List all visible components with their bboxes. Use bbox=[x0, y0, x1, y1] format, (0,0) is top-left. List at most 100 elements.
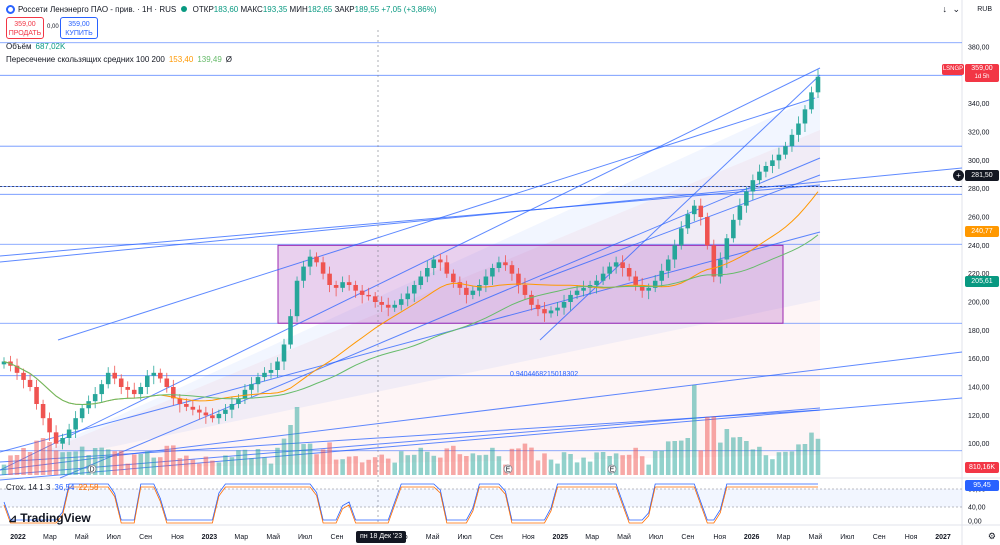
candle-body bbox=[320, 262, 326, 274]
trend-line-10 bbox=[0, 231, 821, 453]
settings-gear-icon[interactable]: ⚙ bbox=[987, 531, 996, 541]
volume-bar bbox=[724, 429, 730, 475]
time-tick-label: Май bbox=[809, 533, 823, 541]
volume-bar bbox=[672, 441, 678, 475]
candle-body bbox=[112, 372, 117, 379]
volume-bar bbox=[757, 446, 762, 475]
volume-bar bbox=[496, 456, 502, 475]
stoch-band bbox=[0, 489, 962, 507]
candle-body bbox=[659, 270, 664, 281]
trend-line-0 bbox=[0, 167, 963, 263]
stoch-tag: 95,45 bbox=[965, 480, 999, 491]
symbol-title[interactable]: Россети Ленэнерго ПАО - прив. · 1Н · RUS bbox=[18, 5, 177, 14]
tradingview-logo[interactable]: ⊿ TradingView bbox=[8, 511, 91, 525]
volume-bar bbox=[177, 458, 183, 475]
candle-body bbox=[548, 310, 554, 314]
candle-body bbox=[73, 418, 78, 430]
volume-bar bbox=[327, 442, 332, 475]
volume-bar bbox=[203, 456, 209, 475]
volume-bar bbox=[796, 444, 801, 475]
volume-bar bbox=[27, 452, 33, 475]
candle-body bbox=[594, 280, 599, 285]
candle-body bbox=[809, 92, 814, 110]
time-tick-label: 2023 bbox=[202, 534, 218, 541]
event-marker-icon bbox=[503, 464, 513, 474]
ma-cross-legend[interactable]: Пересечение скользящих средних 100 200 15… bbox=[6, 55, 233, 64]
volume-bar bbox=[223, 455, 228, 475]
volume-bar bbox=[118, 450, 124, 475]
dropdown-chevron-icon[interactable]: ⌄ bbox=[952, 4, 960, 14]
trend-line-1 bbox=[0, 184, 821, 257]
candle-body bbox=[118, 378, 124, 387]
candle-body bbox=[125, 387, 131, 390]
volume-bar bbox=[568, 454, 573, 475]
trend-line-8 bbox=[539, 174, 821, 281]
volume-bar bbox=[561, 452, 567, 475]
volume-bar bbox=[522, 443, 528, 475]
candle-body bbox=[665, 259, 671, 271]
candle-body bbox=[744, 191, 749, 206]
volume-bar bbox=[112, 451, 117, 475]
volume-bar bbox=[99, 447, 104, 475]
volume-bar bbox=[737, 437, 743, 475]
add-level-icon[interactable]: + bbox=[953, 170, 964, 181]
volume-bar bbox=[587, 461, 593, 475]
fib-annotation[interactable]: 0.9404468215018302 bbox=[510, 371, 579, 378]
candle-body bbox=[288, 316, 293, 345]
volume-legend[interactable]: Объём 687,02K bbox=[6, 42, 66, 51]
trend-line-5 bbox=[0, 351, 963, 471]
candle-body bbox=[483, 276, 489, 285]
candle-body bbox=[34, 387, 39, 404]
buy-button[interactable]: 359,00 КУПИТЬ bbox=[60, 17, 98, 39]
price-tick-label: 140,00 bbox=[968, 385, 990, 392]
symbol-header[interactable]: Россети Ленэнерго ПАО - прив. · 1Н · RUS… bbox=[18, 5, 437, 14]
volume-bar bbox=[307, 443, 313, 475]
download-icon[interactable]: ↓ bbox=[942, 4, 948, 14]
candle-body bbox=[711, 245, 717, 277]
time-tick-label: Ноя bbox=[522, 534, 535, 541]
candle-body bbox=[763, 166, 769, 172]
volume-bar bbox=[281, 438, 287, 475]
candle-body bbox=[522, 285, 528, 295]
currency-label[interactable]: RUB bbox=[977, 6, 992, 13]
candle-body bbox=[411, 285, 417, 294]
candle-body bbox=[796, 123, 801, 135]
sell-button[interactable]: 359,00 ПРОДАТЬ bbox=[6, 17, 44, 39]
volume-bar bbox=[229, 457, 235, 475]
stoch-legend[interactable]: Стох. 14 1 3 36,54 22,58 bbox=[6, 483, 99, 492]
volume-bar bbox=[86, 455, 91, 475]
candle-body bbox=[652, 280, 658, 288]
volume-bar bbox=[783, 451, 788, 475]
volume-bar bbox=[405, 455, 411, 475]
volume-bar bbox=[711, 416, 717, 475]
volume-bar bbox=[268, 463, 274, 475]
candle-body bbox=[691, 205, 697, 215]
level-tag-240: 240,77 bbox=[965, 226, 999, 237]
candle-body bbox=[646, 287, 651, 291]
candle-body bbox=[418, 276, 424, 285]
candle-body bbox=[268, 370, 274, 373]
volume-bar bbox=[594, 452, 599, 475]
candle-body bbox=[620, 262, 625, 268]
time-tick-label: Июл bbox=[649, 534, 663, 541]
volume-bar bbox=[66, 451, 72, 475]
volume-bar bbox=[535, 460, 541, 475]
spread-value: 0,00 bbox=[47, 24, 59, 30]
volume-bar bbox=[262, 457, 267, 475]
candle-body bbox=[27, 379, 33, 387]
volume-bar bbox=[665, 441, 671, 475]
candle-body bbox=[60, 438, 65, 444]
candle-body bbox=[275, 361, 280, 370]
candle-body bbox=[581, 287, 586, 291]
candle-body bbox=[724, 238, 730, 260]
candle-body bbox=[144, 375, 150, 387]
volume-bar bbox=[353, 456, 358, 475]
event-marker-label: E bbox=[610, 467, 615, 474]
candle-body bbox=[568, 294, 573, 302]
candle-body bbox=[40, 404, 46, 419]
candle-body bbox=[789, 134, 795, 147]
time-tick-label: Май bbox=[266, 533, 280, 541]
volume-bar bbox=[92, 448, 98, 475]
time-tick-label: 2022 bbox=[10, 534, 26, 541]
